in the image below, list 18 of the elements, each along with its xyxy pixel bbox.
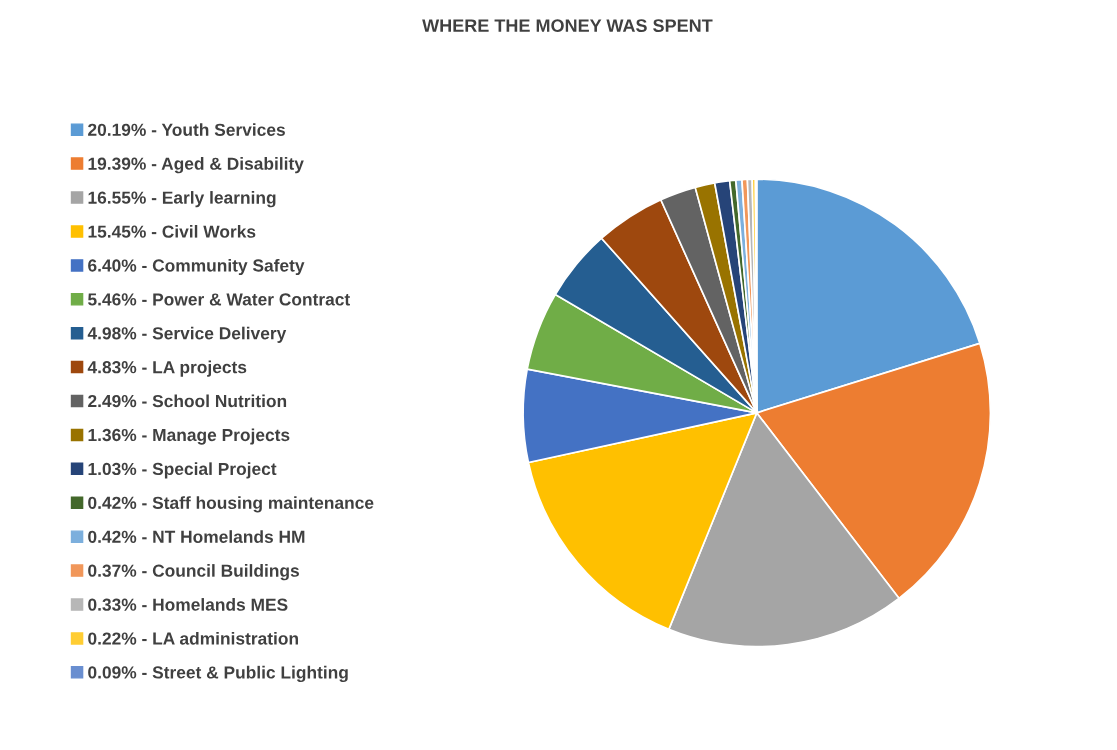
legend-label: 6.40% - Community Safety bbox=[88, 258, 305, 276]
legend-label: 20.19% - Youth Services bbox=[88, 123, 285, 136]
legend-label: 5.46% - Power & Water Contract bbox=[88, 293, 350, 306]
legend-label: 19.39% - Aged & Disability bbox=[88, 157, 304, 174]
legend-label: 1.36% - Manage Projects bbox=[88, 428, 290, 445]
legend-label: 0.42% - Staff housing maintenance bbox=[88, 496, 374, 513]
legend-label: 16.55% - Early learning bbox=[88, 191, 276, 208]
legend-label: 0.42% - NT Homelands HM bbox=[88, 530, 305, 543]
legend-label: 4.98% - Service Delivery bbox=[87, 326, 287, 343]
legend-label: 4.83% - LA projects bbox=[87, 360, 247, 377]
legend-label: 15.45% - Civil Works bbox=[88, 225, 256, 238]
chart-title: WHERE THE MONEY WAS SPENT bbox=[422, 19, 713, 33]
legend-label: 0.37% - Council Buildings bbox=[88, 564, 299, 581]
legend-label: 0.33% - Homelands MES bbox=[88, 598, 288, 611]
legend-label: 1.03% - Special Project bbox=[88, 462, 277, 479]
legend-label: 0.09% - Street & Public Lighting bbox=[88, 665, 348, 683]
legend-label: 2.49% - School Nutrition bbox=[88, 394, 287, 408]
legend-label: 0.22% - LA administration bbox=[88, 631, 298, 645]
